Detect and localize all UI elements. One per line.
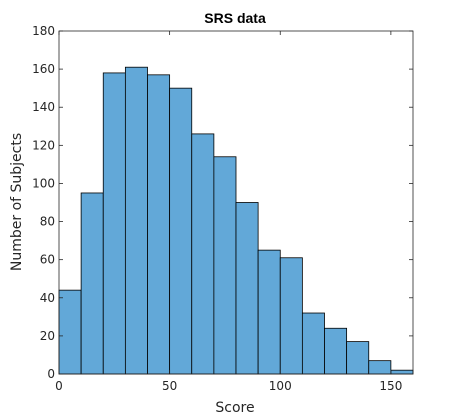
ticks-layer: 0 50 100 150 0 20 40 60 80 100 120 140 160 180 xyxy=(32,24,413,393)
histogram-bar xyxy=(124,66,148,375)
y-tick-label: 60 xyxy=(40,253,55,267)
histogram-bar xyxy=(235,202,259,375)
histogram-bar xyxy=(147,74,171,375)
histogram-bar xyxy=(257,249,281,375)
plot-box xyxy=(58,30,414,375)
histogram-bar xyxy=(169,87,193,375)
y-axis-label: Number of Subjects xyxy=(9,133,25,271)
y-tick-label: 0 xyxy=(47,367,55,381)
histogram-bar xyxy=(58,289,82,375)
histogram-bar xyxy=(213,156,237,375)
y-tick-label: 100 xyxy=(32,176,55,190)
histogram-bar xyxy=(301,312,325,375)
histogram-bar xyxy=(390,369,414,375)
x-tick-label: 100 xyxy=(269,379,292,393)
histogram-bar xyxy=(191,133,215,375)
chart-title: SRS data xyxy=(204,10,266,26)
x-tick-label: 0 xyxy=(55,379,63,393)
histogram-bar xyxy=(80,192,104,375)
y-tick-label: 180 xyxy=(32,24,55,38)
x-tick-label: 150 xyxy=(379,379,402,393)
bars-layer xyxy=(58,66,414,375)
x-tick-label: 50 xyxy=(162,379,177,393)
y-tick-label: 40 xyxy=(40,291,55,305)
y-tick-label: 160 xyxy=(32,62,55,76)
histogram-bar xyxy=(279,257,303,375)
histogram-bar xyxy=(102,72,126,375)
y-tick-label: 140 xyxy=(32,100,55,114)
y-tick-label: 120 xyxy=(32,138,55,152)
histogram-bar xyxy=(324,327,348,375)
y-tick-label: 20 xyxy=(40,329,55,343)
y-tick-label: 80 xyxy=(40,215,55,229)
axes-layer xyxy=(58,30,414,375)
x-axis-label: Score xyxy=(215,400,254,416)
histogram-bar xyxy=(368,360,392,375)
histogram-bar xyxy=(346,341,370,375)
